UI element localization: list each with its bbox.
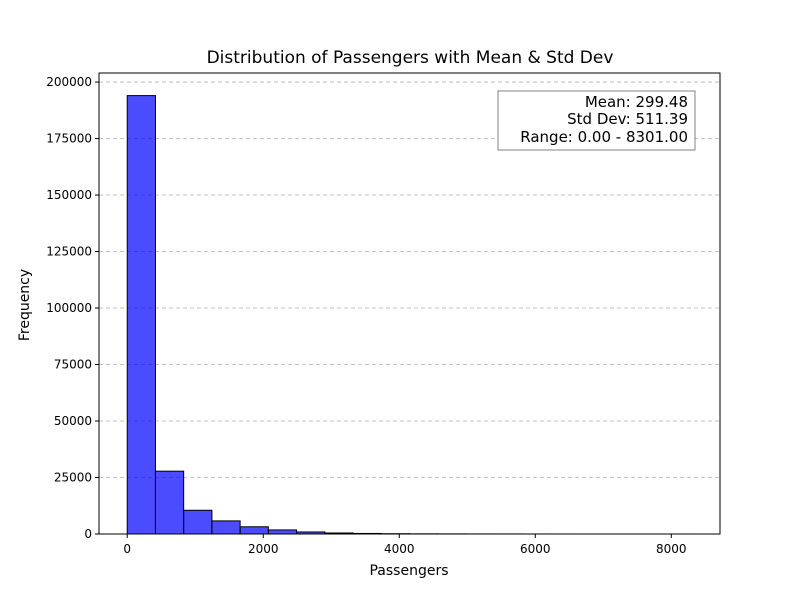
x-tick-label: 0 xyxy=(123,542,131,556)
x-axis-label: Passengers xyxy=(369,563,448,579)
y-tick-label: 175000 xyxy=(46,132,92,146)
y-tick-label: 75000 xyxy=(54,358,92,372)
histogram-bar xyxy=(126,95,156,535)
y-tick-label: 150000 xyxy=(46,188,92,202)
histogram-bar xyxy=(183,509,213,535)
x-tick-label: 6000 xyxy=(520,542,551,556)
stats-box-frame xyxy=(497,90,696,151)
x-tick-label: 8000 xyxy=(656,542,687,556)
y-tick-label: 0 xyxy=(84,527,92,541)
y-tick-label: 100000 xyxy=(46,301,92,315)
histogram-bars xyxy=(126,95,693,535)
y-tick-label: 50000 xyxy=(54,414,92,428)
y-tick-label: 25000 xyxy=(54,471,92,485)
histogram-bar xyxy=(154,470,185,535)
histogram-bar xyxy=(267,529,298,535)
histogram-bar xyxy=(239,526,269,535)
stats-std-dev: Std Dev: 511.39 xyxy=(567,110,688,128)
y-tick-label: 125000 xyxy=(46,245,92,259)
y-axis-label: Frequency xyxy=(17,269,33,341)
stats-box: Mean: 299.48 Std Dev: 511.39 Range: 0.00… xyxy=(497,90,696,151)
plot-frame xyxy=(98,72,721,535)
stats-mean: Mean: 299.48 xyxy=(585,93,688,111)
stats-range: Range: 0.00 - 8301.00 xyxy=(520,128,688,146)
x-tick-label: 2000 xyxy=(248,542,279,556)
histogram-bar xyxy=(211,520,241,535)
y-tick-label: 200000 xyxy=(46,75,92,89)
chart-title: Distribution of Passengers with Mean & S… xyxy=(207,48,614,68)
axis-ticks: 0 25000 50000 75000 100000 125000 150000 175000… xyxy=(46,75,686,556)
x-tick-label: 4000 xyxy=(384,542,415,556)
